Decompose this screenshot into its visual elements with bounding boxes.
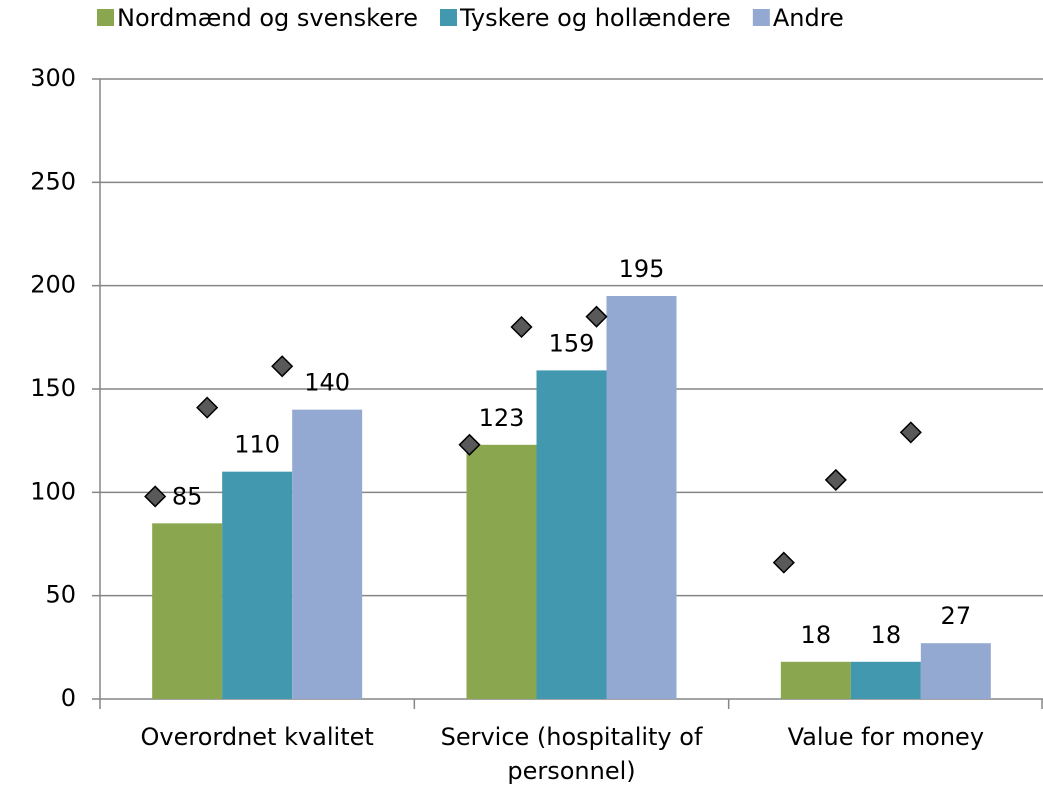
marker	[772, 551, 795, 574]
y-tick-label: 300	[30, 64, 76, 92]
x-tick-label: Overordnet kvalitet	[140, 723, 374, 751]
marker	[510, 315, 533, 339]
data-label: 195	[619, 255, 665, 283]
bar	[606, 296, 677, 699]
marker	[585, 305, 608, 328]
legend-label: Tyskere og hollændere	[459, 4, 731, 32]
legend-swatch	[439, 9, 457, 26]
marker	[271, 355, 294, 378]
legend-swatch	[97, 9, 114, 26]
bar	[920, 643, 991, 699]
marker	[144, 485, 167, 508]
marker	[824, 468, 847, 491]
data-label: 18	[801, 621, 832, 649]
y-tick-label: 200	[30, 271, 76, 299]
bar	[466, 444, 537, 699]
data-label: 18	[871, 621, 902, 649]
legend-label: Andre	[773, 4, 844, 32]
x-tick-label-box: Service (hospitality of personnel)	[440, 723, 703, 785]
data-label: 85	[172, 482, 203, 510]
data-label: 123	[479, 404, 525, 432]
y-tick-label: 250	[30, 167, 76, 195]
bar	[222, 471, 293, 699]
marker	[196, 396, 219, 419]
y-tick-label: 150	[30, 374, 76, 402]
data-label: 27	[941, 602, 972, 630]
y-tick-label: 50	[45, 581, 76, 609]
data-label: 140	[304, 369, 350, 397]
x-tick-label: Service (hospitality of personnel)	[440, 723, 703, 785]
legend-swatch	[752, 9, 770, 26]
bar	[152, 523, 223, 699]
data-label: 159	[549, 329, 595, 357]
x-tick-label: Value for money	[787, 723, 985, 751]
y-tick-label: 100	[30, 477, 76, 505]
y-tick-label: 0	[61, 684, 76, 712]
bar	[536, 370, 607, 699]
bar	[292, 409, 363, 699]
data-label: 110	[234, 431, 280, 459]
bar	[780, 661, 851, 699]
marker	[458, 433, 481, 456]
legend-label: Nordmænd og svenskere	[117, 4, 418, 32]
x-tick-label-box: Overordnet kvalitet	[140, 723, 374, 751]
marker	[899, 421, 922, 444]
bar	[850, 661, 921, 699]
x-tick-label-box: Value for money	[787, 723, 985, 751]
